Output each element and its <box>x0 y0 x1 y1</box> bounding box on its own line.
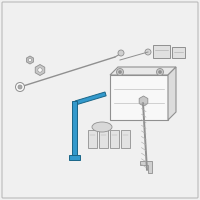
Circle shape <box>118 50 124 56</box>
Circle shape <box>158 71 162 73</box>
Polygon shape <box>75 92 106 105</box>
Polygon shape <box>35 64 45 75</box>
Circle shape <box>145 49 151 55</box>
Polygon shape <box>110 67 176 75</box>
Polygon shape <box>27 56 33 64</box>
Circle shape <box>118 71 122 73</box>
Polygon shape <box>72 101 77 155</box>
Polygon shape <box>139 96 148 106</box>
Circle shape <box>156 68 164 75</box>
Polygon shape <box>110 75 168 120</box>
FancyBboxPatch shape <box>172 47 185 58</box>
Circle shape <box>16 82 24 92</box>
FancyBboxPatch shape <box>110 130 119 148</box>
Polygon shape <box>140 161 152 173</box>
Circle shape <box>28 58 32 62</box>
Ellipse shape <box>92 122 112 132</box>
Circle shape <box>18 85 22 89</box>
Circle shape <box>116 68 124 75</box>
FancyBboxPatch shape <box>88 130 97 148</box>
Circle shape <box>38 68 42 72</box>
Polygon shape <box>69 155 80 160</box>
FancyBboxPatch shape <box>99 130 108 148</box>
Polygon shape <box>168 67 176 120</box>
FancyBboxPatch shape <box>153 45 170 58</box>
FancyBboxPatch shape <box>121 130 130 148</box>
